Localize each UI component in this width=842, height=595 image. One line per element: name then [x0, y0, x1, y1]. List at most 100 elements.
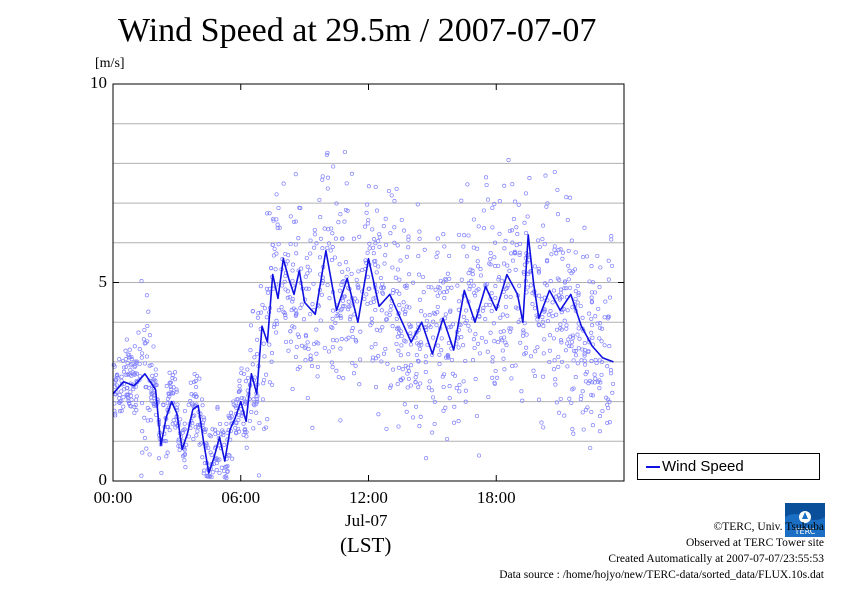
scatter-point — [567, 396, 572, 401]
scatter-point — [380, 281, 385, 287]
scatter-point — [322, 345, 327, 351]
scatter-point — [379, 285, 384, 290]
scatter-point — [241, 421, 246, 426]
scatter-point — [171, 418, 176, 423]
scatter-point — [532, 374, 538, 379]
scatter-point — [398, 258, 403, 263]
scatter-point — [514, 225, 519, 230]
scatter-point — [497, 231, 502, 236]
scatter-point — [342, 149, 347, 155]
scatter-point — [175, 402, 180, 407]
scatter-point — [590, 380, 595, 385]
credits-block: ©TERC, Univ. Tsukuba Observed at TERC To… — [499, 519, 824, 583]
scatter-point — [589, 290, 594, 295]
scatter-point — [280, 283, 285, 288]
scatter-point — [547, 333, 553, 338]
svg-text:TERC: TERC — [794, 527, 816, 536]
scatter-point — [147, 333, 152, 338]
scatter-point — [276, 308, 281, 313]
scatter-point — [445, 436, 450, 442]
scatter-point — [589, 264, 594, 269]
scatter-point — [151, 344, 156, 349]
scatter-point — [517, 250, 522, 255]
scatter-point — [341, 304, 346, 309]
scatter-point — [493, 295, 498, 300]
scatter-point — [363, 258, 368, 263]
scatter-point — [525, 214, 530, 219]
scatter-point — [434, 254, 439, 259]
scatter-point — [306, 286, 311, 291]
scatter-point — [294, 251, 299, 256]
scatter-point — [526, 258, 531, 263]
scatter-point — [402, 402, 407, 407]
scatter-point — [406, 352, 411, 357]
scatter-point — [239, 366, 244, 371]
scatter-point — [469, 278, 474, 283]
scatter-point — [502, 246, 507, 251]
scatter-point — [525, 285, 530, 290]
scatter-point — [127, 401, 132, 406]
scatter-point — [182, 427, 187, 432]
scatter-point — [589, 295, 594, 300]
scatter-point — [589, 316, 594, 321]
scatter-point — [541, 324, 546, 329]
scatter-point — [483, 339, 488, 344]
scatter-point — [299, 343, 304, 348]
scatter-point — [123, 357, 128, 362]
scatter-point — [225, 463, 230, 469]
scatter-point — [537, 244, 542, 250]
scatter-point — [504, 343, 509, 348]
scatter-point — [356, 284, 361, 289]
scatter-point — [129, 373, 134, 378]
scatter-point — [540, 236, 545, 242]
scatter-point — [589, 392, 594, 397]
scatter-point — [418, 381, 423, 386]
scatter-point — [562, 286, 567, 291]
scatter-point — [308, 353, 313, 358]
scatter-point — [513, 305, 518, 310]
scatter-point — [290, 324, 295, 329]
scatter-point — [356, 269, 361, 274]
scatter-point — [117, 392, 122, 398]
scatter-point — [449, 285, 454, 290]
scatter-point — [582, 351, 587, 356]
scatter-point — [607, 420, 612, 425]
scatter-point — [487, 303, 492, 308]
scatter-point — [541, 351, 546, 356]
scatter-point — [385, 361, 390, 366]
scatter-point — [165, 424, 170, 430]
scatter-point — [137, 361, 142, 367]
wind-speed-line — [112, 234, 614, 474]
scatter-point — [517, 283, 522, 288]
scatter-point — [171, 385, 176, 390]
scatter-point — [386, 188, 391, 194]
scatter-point — [315, 364, 320, 369]
scatter-point — [317, 255, 323, 260]
scatter-point — [573, 348, 578, 354]
scatter-point — [256, 311, 261, 316]
scatter-point — [466, 323, 471, 328]
scatter-point — [510, 258, 515, 263]
scatter-point — [170, 390, 175, 395]
scatter-point — [560, 250, 565, 255]
scatter-point — [329, 324, 334, 330]
scatter-point — [353, 363, 358, 368]
scatter-point — [492, 339, 497, 344]
scatter-point — [282, 279, 287, 284]
scatter-point — [598, 265, 603, 270]
scatter-point — [443, 312, 448, 317]
scatter-point — [506, 283, 511, 288]
scatter-point — [319, 292, 324, 297]
scatter-point — [398, 329, 403, 334]
scatter-point — [288, 241, 293, 247]
scatter-point — [417, 229, 422, 234]
scatter-point — [212, 427, 218, 432]
scatter-point — [607, 344, 612, 349]
scatter-point — [522, 220, 527, 225]
scatter-point — [566, 248, 571, 253]
scatter-point — [522, 321, 527, 326]
scatter-point — [576, 292, 581, 298]
scatter-point — [415, 358, 421, 363]
scatter-point — [554, 312, 559, 317]
scatter-point — [508, 294, 513, 300]
